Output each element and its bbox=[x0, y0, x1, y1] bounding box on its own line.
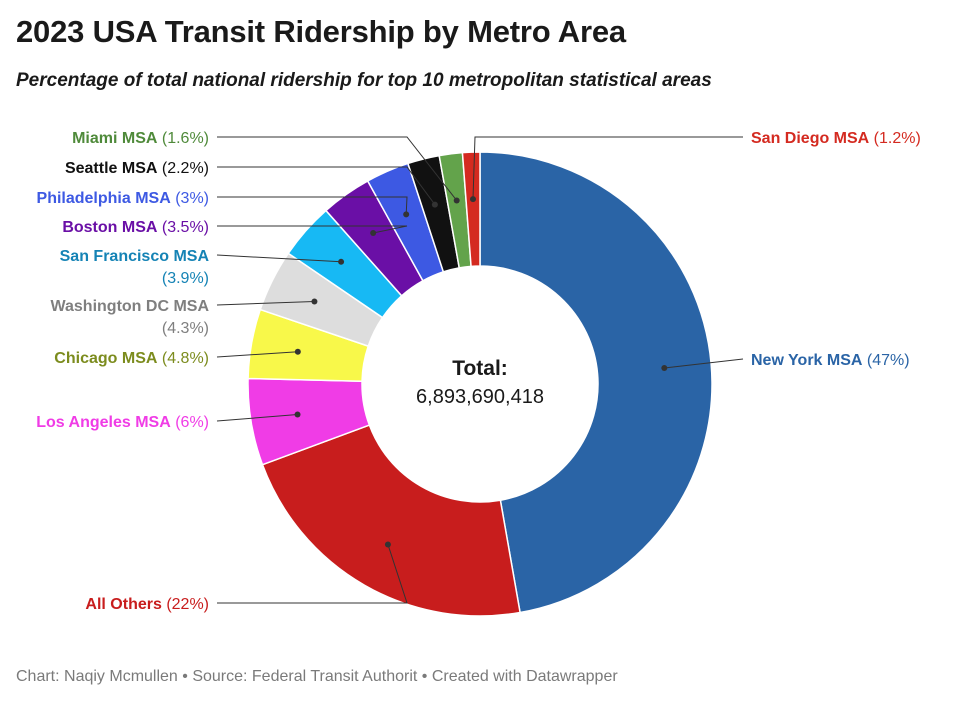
label-boston-msa: Boston MSA (3.5%) bbox=[62, 219, 209, 236]
leader-line-boston-msa bbox=[217, 225, 408, 234]
donut-slices bbox=[247, 151, 713, 617]
label-name: Miami MSA bbox=[72, 130, 158, 147]
label-value: (4.8%) bbox=[157, 350, 209, 367]
label-value: (3%) bbox=[171, 190, 209, 207]
label-value: (47%) bbox=[862, 352, 909, 369]
center-total-label: Total: bbox=[452, 357, 508, 380]
label-los-angeles-msa: Los Angeles MSA (6%) bbox=[36, 414, 209, 431]
leader-dot-philadelphia-msa bbox=[403, 211, 410, 218]
label-name: Boston MSA bbox=[62, 219, 158, 236]
label-chicago-msa: Chicago MSA (4.8%) bbox=[54, 350, 209, 367]
leader-dot-los-angeles-msa bbox=[294, 411, 301, 418]
slice-san-diego-msa bbox=[461, 151, 481, 268]
label-seattle-msa: Seattle MSA (2.2%) bbox=[65, 160, 209, 177]
leader-line-seattle-msa bbox=[217, 166, 436, 205]
leader-lines bbox=[216, 136, 744, 604]
leader-line-san-diego-msa bbox=[472, 136, 743, 200]
leader-line-new-york-msa bbox=[664, 358, 744, 369]
label-value: (22%) bbox=[162, 596, 209, 613]
label-value: (4.3%) bbox=[162, 320, 209, 337]
label-value: (3.9%) bbox=[162, 270, 209, 287]
chart-footer: Chart: Naqiy Mcmullen • Source: Federal … bbox=[16, 668, 618, 685]
label-name: Los Angeles MSA bbox=[36, 414, 171, 431]
slice-all-others bbox=[261, 424, 521, 617]
label-value: (1.2%) bbox=[869, 130, 921, 147]
leader-dot-chicago-msa bbox=[294, 348, 301, 355]
leader-dot-seattle-msa bbox=[431, 201, 438, 208]
label-value: (2.2%) bbox=[157, 160, 209, 177]
leader-line-philadelphia-msa bbox=[217, 196, 408, 215]
label-name: Philadelphia MSA bbox=[37, 190, 172, 207]
leader-line-san-francisco-msa bbox=[216, 254, 342, 263]
slice-new-york-msa bbox=[479, 151, 713, 614]
label-philadelphia-msa: Philadelphia MSA (3%) bbox=[37, 190, 209, 207]
label-name: Washington DC MSA bbox=[51, 298, 210, 315]
label-value: (6%) bbox=[171, 414, 209, 431]
leader-line-all-others bbox=[217, 544, 408, 604]
label-all-others: All Others (22%) bbox=[85, 596, 209, 613]
label-value: (3.5%) bbox=[157, 219, 209, 236]
leader-dot-washington-dc-msa bbox=[311, 298, 318, 305]
label-name: All Others bbox=[85, 596, 162, 613]
leader-dot-san-diego-msa bbox=[469, 196, 476, 203]
leader-dot-miami-msa bbox=[453, 197, 460, 204]
label-name: New York MSA bbox=[751, 352, 863, 369]
label-name: San Francisco MSA bbox=[60, 248, 210, 265]
chart-title: 2023 USA Transit Ridership by Metro Area bbox=[16, 14, 626, 49]
label-washington-dc-msa: Washington DC MSA (4.3%) bbox=[51, 298, 210, 337]
leader-dot-boston-msa bbox=[370, 229, 377, 236]
label-value: (1.6%) bbox=[157, 130, 209, 147]
label-name: Seattle MSA bbox=[65, 160, 158, 177]
chart-subtitle: Percentage of total national ridership f… bbox=[16, 70, 712, 91]
leader-line-washington-dc-msa bbox=[216, 300, 315, 306]
label-new-york-msa: New York MSA (47%) bbox=[751, 352, 910, 369]
label-miami-msa: Miami MSA (1.6%) bbox=[72, 130, 209, 147]
label-san-francisco-msa: San Francisco MSA (3.9%) bbox=[60, 248, 210, 287]
leader-dot-san-francisco-msa bbox=[338, 258, 345, 265]
leader-line-chicago-msa bbox=[216, 351, 298, 358]
slice-labels: New York MSA (47%) All Others (22%) Los An… bbox=[36, 130, 921, 613]
leader-dot-all-others bbox=[384, 541, 391, 548]
center-total-value: 6,893,690,418 bbox=[416, 386, 544, 408]
label-name: San Diego MSA bbox=[751, 130, 870, 147]
leader-line-los-angeles-msa bbox=[216, 414, 298, 422]
leader-line-miami-msa bbox=[217, 136, 458, 201]
leader-dot-new-york-msa bbox=[661, 364, 668, 371]
label-name: Chicago MSA bbox=[54, 350, 158, 367]
label-san-diego-msa: San Diego MSA (1.2%) bbox=[751, 130, 921, 147]
